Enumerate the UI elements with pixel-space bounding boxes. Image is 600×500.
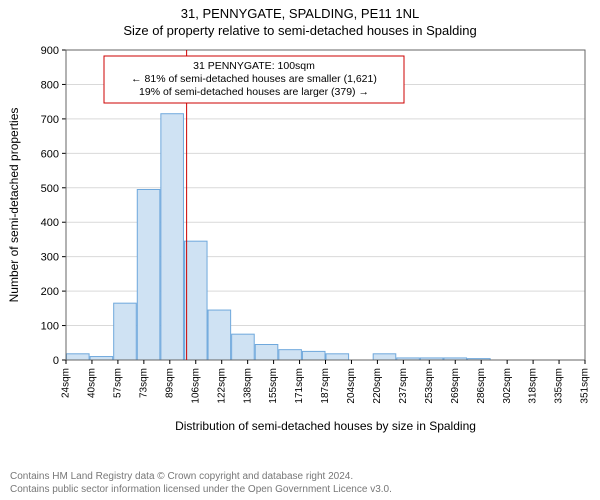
footer-line-2: Contains public sector information licen… xyxy=(10,484,590,497)
svg-text:253sqm: 253sqm xyxy=(424,368,435,404)
svg-text:106sqm: 106sqm xyxy=(190,368,201,404)
svg-text:31 PENNYGATE: 100sqm: 31 PENNYGATE: 100sqm xyxy=(193,60,315,72)
page-title-address: 31, PENNYGATE, SPALDING, PE11 1NL xyxy=(0,0,600,21)
chart-svg: 0 100 200 300 400 500 600 700 800 900 24sqm 40sqm 57… xyxy=(0,42,600,442)
svg-text:204sqm: 204sqm xyxy=(346,368,357,404)
svg-text:335sqm: 335sqm xyxy=(554,368,565,404)
svg-text:171sqm: 171sqm xyxy=(294,368,305,404)
svg-text:351sqm: 351sqm xyxy=(580,368,591,404)
svg-text:900: 900 xyxy=(41,45,59,57)
svg-text:500: 500 xyxy=(41,183,59,195)
histogram-chart: 0 100 200 300 400 500 600 700 800 900 24sqm 40sqm 57… xyxy=(0,42,600,442)
svg-text:← 81% of semi-detached houses: ← 81% of semi-detached houses are smalle… xyxy=(131,73,377,85)
svg-text:40sqm: 40sqm xyxy=(87,368,98,398)
svg-text:600: 600 xyxy=(41,148,59,160)
svg-text:122sqm: 122sqm xyxy=(216,368,227,404)
page-subtitle: Size of property relative to semi-detach… xyxy=(0,21,600,38)
svg-text:286sqm: 286sqm xyxy=(476,368,487,404)
svg-text:24sqm: 24sqm xyxy=(61,368,72,398)
svg-text:300: 300 xyxy=(41,252,59,264)
svg-text:237sqm: 237sqm xyxy=(398,368,409,404)
svg-text:400: 400 xyxy=(41,217,59,229)
svg-text:73sqm: 73sqm xyxy=(138,368,149,398)
svg-text:57sqm: 57sqm xyxy=(113,368,124,398)
svg-text:Distribution of semi-detached: Distribution of semi-detached houses by … xyxy=(175,419,476,433)
svg-text:187sqm: 187sqm xyxy=(320,368,331,404)
svg-text:138sqm: 138sqm xyxy=(242,368,253,404)
footer-attribution: Contains HM Land Registry data © Crown c… xyxy=(10,471,590,496)
svg-text:800: 800 xyxy=(41,79,59,91)
svg-text:89sqm: 89sqm xyxy=(164,368,175,398)
footer-line-1: Contains HM Land Registry data © Crown c… xyxy=(10,471,590,484)
svg-text:19% of semi-detached houses ar: 19% of semi-detached houses are larger (… xyxy=(139,86,369,98)
svg-text:200: 200 xyxy=(41,286,59,298)
svg-text:318sqm: 318sqm xyxy=(528,368,539,404)
svg-text:700: 700 xyxy=(41,114,59,126)
svg-text:100: 100 xyxy=(41,321,59,333)
svg-text:155sqm: 155sqm xyxy=(268,368,279,404)
svg-text:302sqm: 302sqm xyxy=(502,368,513,404)
svg-text:Number of semi-detached proper: Number of semi-detached properties xyxy=(7,108,21,303)
svg-text:269sqm: 269sqm xyxy=(450,368,461,404)
svg-text:220sqm: 220sqm xyxy=(372,368,383,404)
svg-text:0: 0 xyxy=(53,355,59,367)
